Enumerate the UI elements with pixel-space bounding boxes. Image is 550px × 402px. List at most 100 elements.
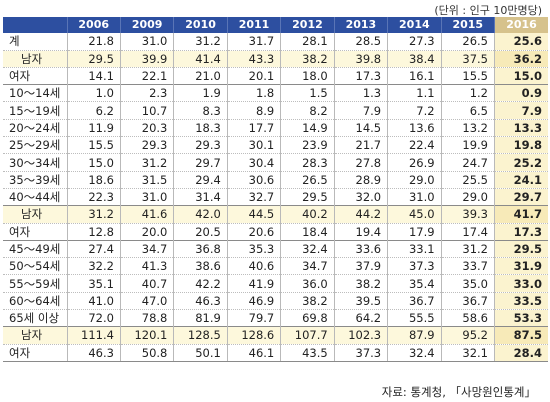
cell-2016: 25.6 [494,33,548,51]
cell-2010: 1.9 [173,84,228,103]
row-label: 20～24세 [3,119,67,138]
table-row: 10～14세 1.0 2.3 1.9 1.8 1.5 1.3 1.1 1.2 0.9 [3,84,548,103]
cell-2013: 14.5 [333,119,388,138]
cell-2011: 20.6 [226,223,281,241]
cell-2014: 16.1 [387,67,442,86]
row-label: 여자 [3,223,67,241]
cell-2010: 50.1 [173,344,228,362]
table-row: 남자 29.5 39.9 41.4 43.3 38.2 39.8 38.4 37.5 36.2 [3,50,548,68]
cell-2010: 29.4 [173,171,228,189]
cell-2009: 34.7 [119,239,174,259]
cell-2006: 15.5 [66,136,121,155]
cell-2011: 20.1 [226,67,281,86]
header-year-2012: 2012 [280,17,335,34]
cell-2010: 29.7 [173,153,228,172]
cell-2012: 23.9 [280,136,335,155]
cell-2011: 44.5 [226,205,281,224]
cell-2006: 18.6 [66,171,121,189]
cell-2011: 30.4 [226,153,281,172]
cell-2006: 27.4 [66,239,121,259]
cell-2013: 32.0 [333,188,388,207]
cell-2013: 21.7 [333,136,388,155]
row-label: 35～39세 [3,171,67,189]
table-row: 15～19세 6.2 10.7 8.3 8.9 8.2 7.9 7.2 6.5 7.9 [3,101,548,120]
row-label: 45～49세 [3,239,67,259]
cell-2015: 19.9 [440,136,495,155]
cell-2015: 25.5 [440,171,495,189]
source-note: 자료: 통계청, 「사망원인통계」 [381,385,536,399]
row-label: 여자 [3,344,67,362]
cell-2015: 58.6 [440,309,495,328]
cell-2016: 0.9 [494,84,548,103]
cell-2006: 29.5 [66,50,121,68]
cell-2014: 36.7 [387,292,442,311]
row-label: 여자 [3,67,67,86]
cell-2010: 18.3 [173,119,228,138]
cell-2006: 72.0 [66,309,121,328]
cell-2012: 14.9 [280,119,335,138]
cell-2006: 12.8 [66,223,121,241]
cell-2009: 31.2 [119,153,174,172]
cell-2011: 35.3 [226,239,281,259]
table-row: 여자 12.8 20.0 20.5 20.6 18.4 19.4 17.9 17.4 17.3 [3,223,548,241]
cell-2012: 32.4 [280,239,335,259]
cell-2011: 17.7 [226,119,281,138]
cell-2016: 33.0 [494,274,548,293]
cell-2014: 55.5 [387,309,442,328]
table-row: 30～34세 15.0 31.2 29.7 30.4 28.3 27.8 26.9 24.7 25… [3,153,548,172]
cell-2006: 31.2 [66,205,121,224]
cell-2012: 38.2 [280,292,335,311]
cell-2016: 33.5 [494,292,548,311]
cell-2016: 7.9 [494,101,548,120]
cell-2009: 41.6 [119,205,174,224]
cell-2013: 28.9 [333,171,388,189]
cell-2012: 28.1 [280,33,335,51]
header-year-2009: 2009 [119,17,174,34]
cell-2006: 111.4 [66,326,121,345]
cell-2011: 8.9 [226,101,281,120]
cell-2010: 81.9 [173,309,228,328]
cell-2006: 46.3 [66,344,121,362]
header-year-2010: 2010 [173,17,228,34]
cell-2016: 29.5 [494,239,548,259]
header-row: 2006 2009 2010 2011 2012 2013 2014 2015 2016 [3,17,548,34]
cell-2016: 28.4 [494,344,548,362]
cell-2013: 44.2 [333,205,388,224]
row-label: 30～34세 [3,153,67,172]
cell-2010: 42.2 [173,274,228,293]
cell-2006: 32.2 [66,257,121,276]
cell-2010: 41.4 [173,50,228,68]
cell-2015: 15.5 [440,67,495,86]
cell-2014: 37.3 [387,257,442,276]
cell-2006: 15.0 [66,153,121,172]
row-label: 25～29세 [3,136,67,155]
cell-2010: 36.8 [173,239,228,259]
row-label: 50～54세 [3,257,67,276]
row-label: 남자 [3,205,67,224]
cell-2013: 1.3 [333,84,388,103]
cell-2006: 21.8 [66,33,121,51]
cell-2010: 31.4 [173,188,228,207]
cell-2012: 18.0 [280,67,335,86]
cell-2013: 38.2 [333,274,388,293]
cell-2014: 87.9 [387,326,442,345]
table-row: 45～49세 27.4 34.7 36.8 35.3 32.4 33.6 33.1 31.2 29… [3,239,548,259]
cell-2011: 41.9 [226,274,281,293]
cell-2012: 34.7 [280,257,335,276]
cell-2012: 29.5 [280,188,335,207]
cell-2014: 13.6 [387,119,442,138]
cell-2009: 40.7 [119,274,174,293]
cell-2010: 20.5 [173,223,228,241]
cell-2015: 17.4 [440,223,495,241]
cell-2014: 26.9 [387,153,442,172]
cell-2009: 50.8 [119,344,174,362]
cell-2016: 13.3 [494,119,548,138]
cell-2014: 22.4 [387,136,442,155]
table-row: 40～44세 22.3 31.0 31.4 32.7 29.5 32.0 31.0 29.0 29… [3,188,548,207]
cell-2012: 40.2 [280,205,335,224]
cell-2010: 31.2 [173,33,228,51]
cell-2010: 38.6 [173,257,228,276]
cell-2016: 41.7 [494,205,548,224]
table-row: 35～39세 18.6 31.5 29.4 30.6 26.5 28.9 29.0 25.5 24… [3,171,548,189]
row-label: 65세 이상 [3,309,67,328]
